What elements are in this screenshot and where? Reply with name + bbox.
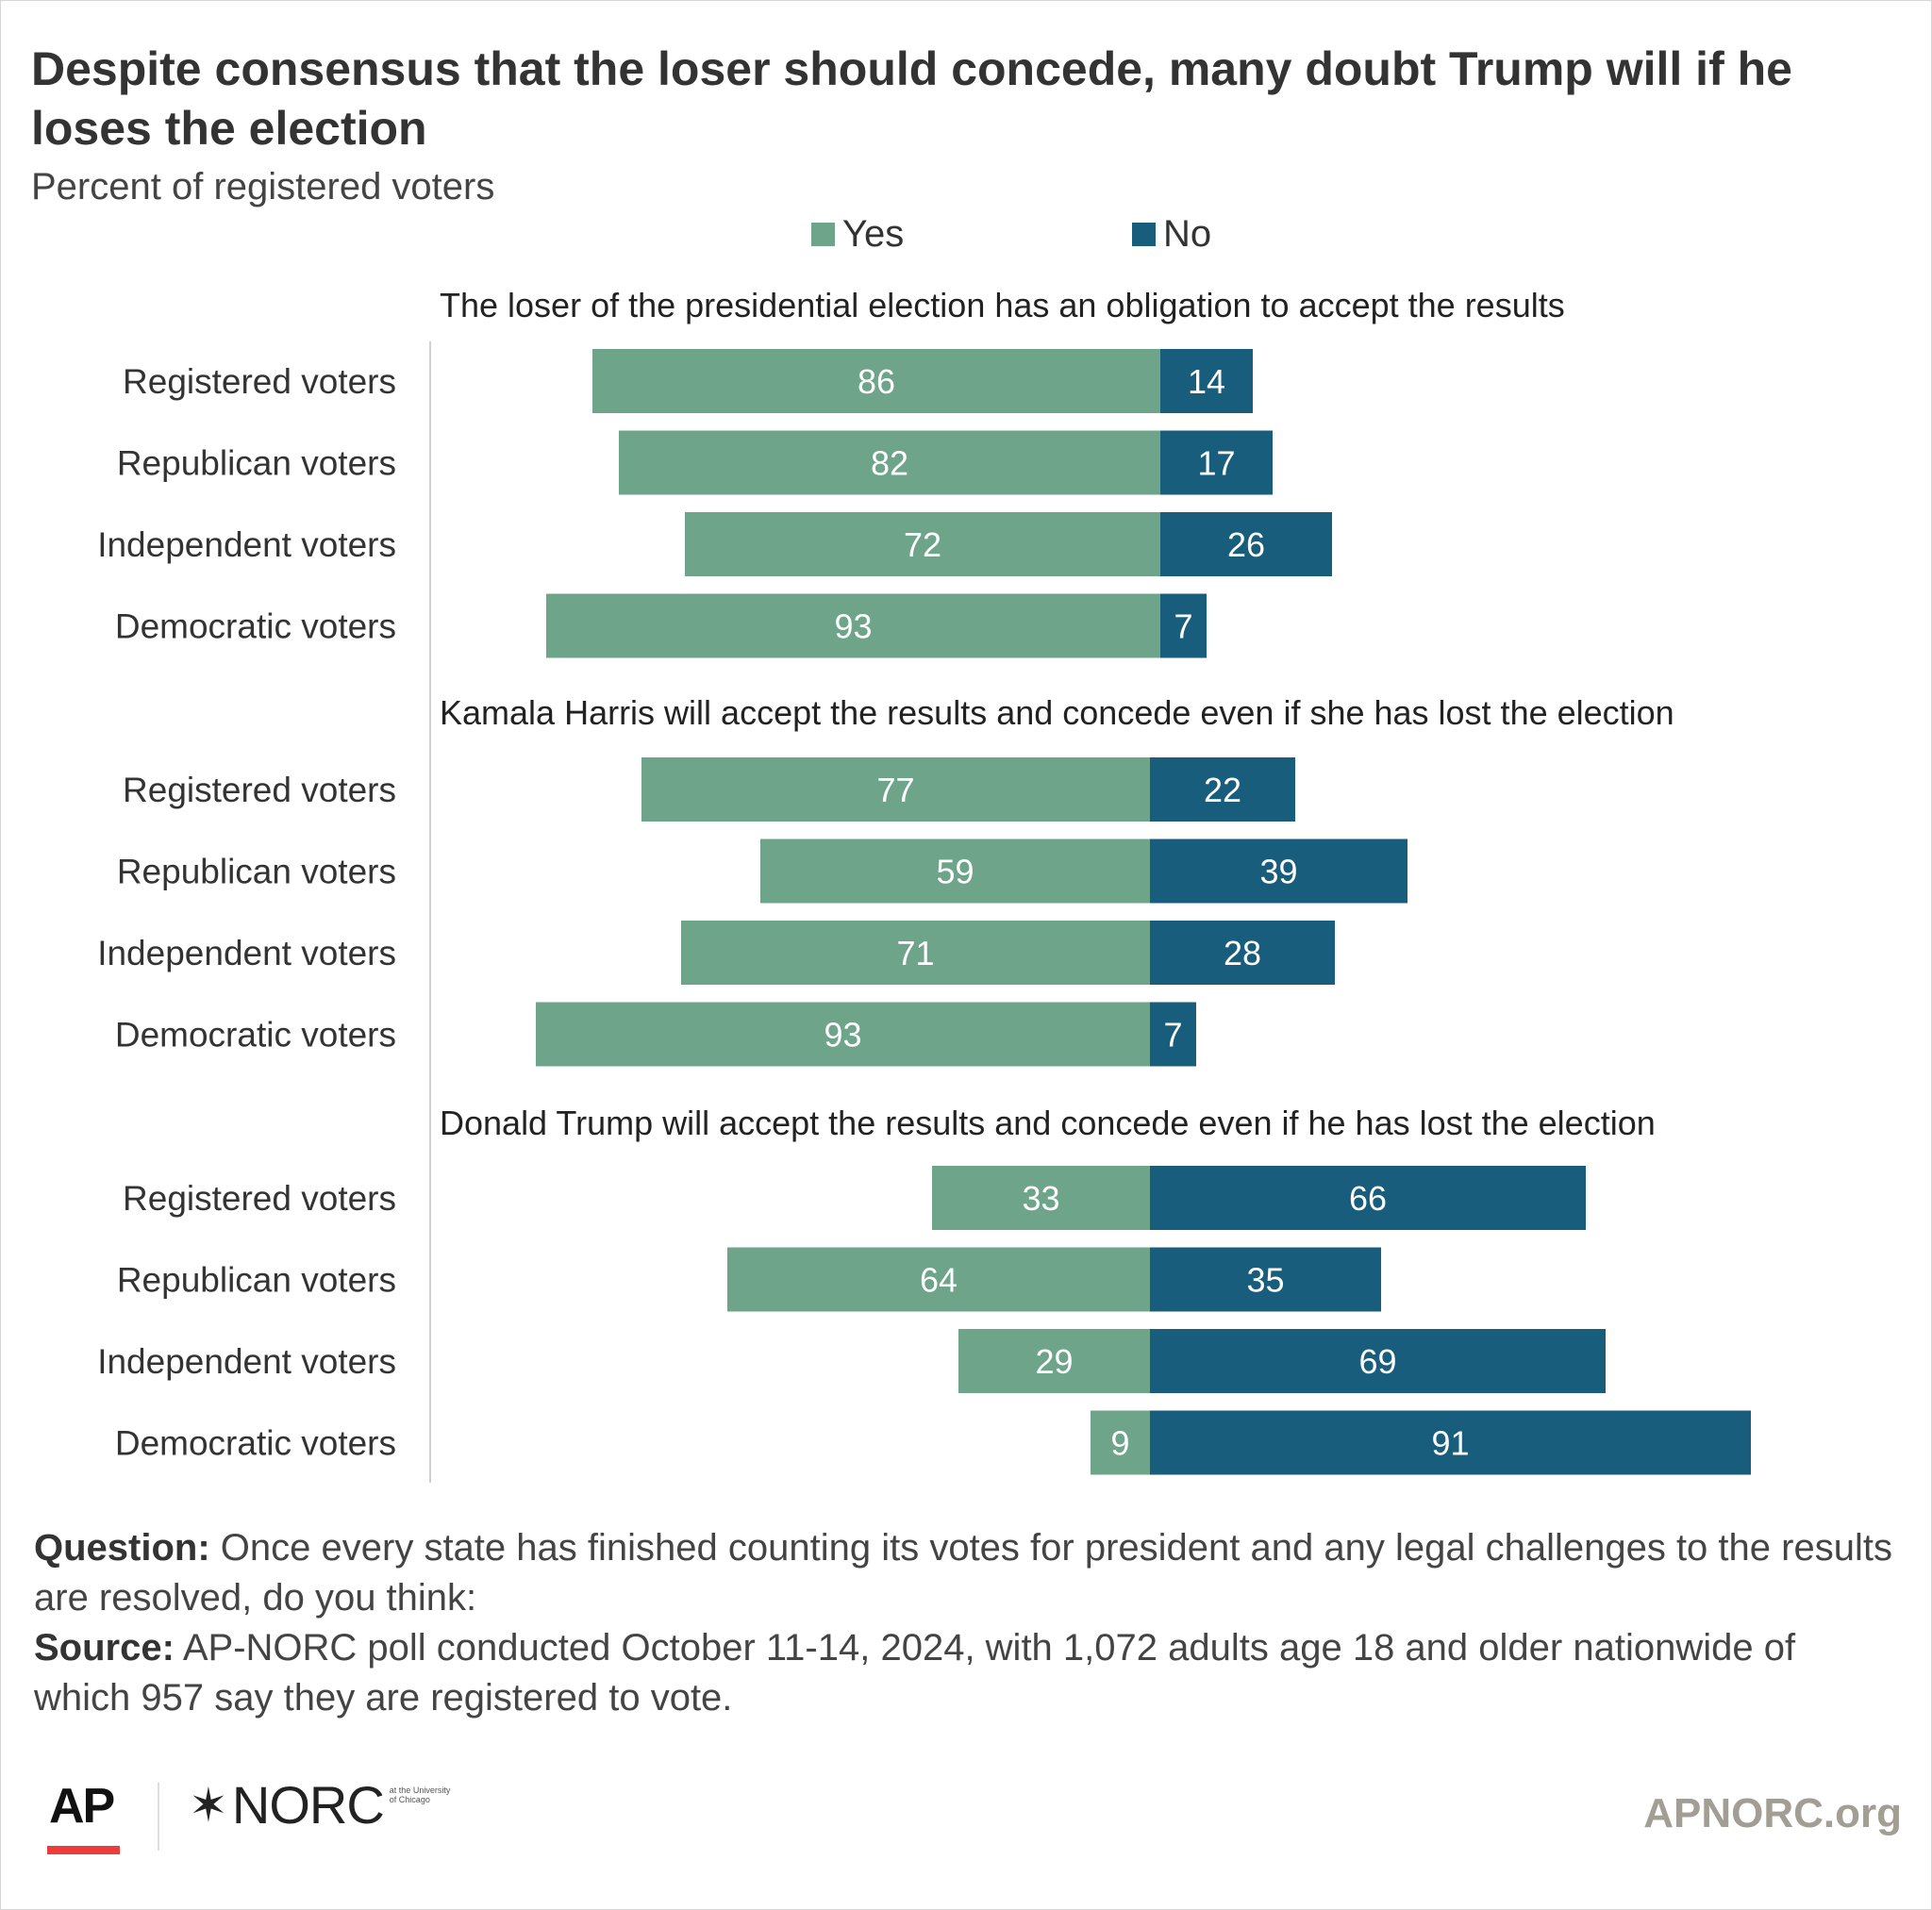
- data-label-yes: 59: [936, 853, 974, 891]
- data-label-yes: 93: [834, 607, 872, 646]
- data-label-yes: 72: [904, 525, 941, 564]
- data-label-yes: 77: [876, 771, 914, 809]
- data-label-no: 35: [1246, 1261, 1284, 1300]
- data-label-no: 28: [1224, 934, 1261, 972]
- bar-no: [1160, 430, 1273, 495]
- category-label: Independent voters: [97, 934, 396, 972]
- data-label-yes: 86: [858, 362, 895, 401]
- legend-label-no: No: [1163, 213, 1212, 255]
- data-label-no: 17: [1197, 444, 1235, 483]
- bar-no: [1150, 1410, 1751, 1475]
- bar-yes: [1091, 1410, 1150, 1475]
- bar-yes: [546, 593, 1160, 658]
- norc-logo: ✶ NORC at the University of Chicago: [189, 1776, 456, 1835]
- bar-no: [1150, 921, 1335, 985]
- data-label-no: 22: [1204, 771, 1241, 809]
- bar-yes: [958, 1329, 1150, 1393]
- category-label: Independent voters: [97, 1342, 396, 1381]
- data-label-no: 14: [1188, 362, 1225, 401]
- bar-no: [1150, 1247, 1381, 1312]
- data-label-yes: 9: [1110, 1424, 1129, 1463]
- source-note: Source: AP-NORC poll conducted October 1…: [34, 1623, 1902, 1723]
- bar-yes: [619, 430, 1160, 495]
- bar-no: [1150, 757, 1295, 822]
- bar-no: [1150, 1166, 1586, 1230]
- question-label: Question:: [34, 1527, 210, 1569]
- bar-yes: [760, 839, 1150, 904]
- question-text: Once every state has finished counting i…: [34, 1527, 1892, 1619]
- data-label-yes: 29: [1035, 1342, 1073, 1381]
- data-label-no: 69: [1358, 1342, 1396, 1381]
- bar-no: [1150, 1002, 1196, 1067]
- bar-no: [1150, 1329, 1606, 1393]
- ap-logo: AP: [49, 1779, 115, 1834]
- chart-subtitle: Percent of registered voters: [31, 166, 495, 208]
- bar-yes: [685, 512, 1160, 576]
- bar-yes: [592, 349, 1160, 413]
- data-label-no: 7: [1163, 1016, 1182, 1055]
- data-label-yes: 93: [824, 1016, 861, 1055]
- diverging-bar-chart: The loser of the presidential election h…: [97, 286, 1751, 1483]
- legend-swatch-yes: [811, 223, 835, 246]
- legend-item-no: No: [1132, 213, 1211, 256]
- ap-logo-underline: [47, 1846, 120, 1854]
- logo-divider: [158, 1783, 159, 1851]
- data-label-no: 7: [1174, 607, 1192, 646]
- category-label: Registered voters: [123, 771, 396, 809]
- category-label: Registered voters: [123, 1179, 396, 1218]
- source-text: AP-NORC poll conducted October 11-14, 20…: [34, 1627, 1796, 1719]
- legend-item-yes: Yes: [811, 213, 904, 256]
- norc-star-icon: ✶: [189, 1779, 228, 1832]
- bar-yes: [727, 1247, 1150, 1312]
- data-label-no: 26: [1227, 525, 1265, 564]
- data-label-yes: 64: [920, 1261, 958, 1300]
- data-label-no: 66: [1349, 1179, 1387, 1218]
- norc-logo-text: NORC: [231, 1775, 385, 1835]
- panel-title: Donald Trump will accept the results and…: [440, 1104, 1656, 1142]
- category-label: Republican voters: [117, 1261, 396, 1300]
- category-label: Republican voters: [117, 444, 396, 483]
- legend-label-yes: Yes: [842, 213, 905, 255]
- norc-logo-small-text: at the University of Chicago: [389, 1785, 451, 1804]
- category-label: Registered voters: [123, 362, 396, 401]
- category-label: Independent voters: [97, 525, 396, 564]
- data-label-no: 91: [1431, 1424, 1469, 1463]
- category-label: Democratic voters: [115, 607, 396, 646]
- bar-no: [1160, 593, 1207, 658]
- panel-title: Kamala Harris will accept the results an…: [440, 693, 1674, 732]
- site-url: APNORC.org: [1643, 1790, 1902, 1836]
- chart-footer: Question: Once every state has finished …: [34, 1523, 1902, 1723]
- panel-title: The loser of the presidential election h…: [440, 286, 1565, 324]
- bar-yes: [932, 1166, 1150, 1230]
- data-label-no: 39: [1259, 853, 1297, 891]
- source-label: Source:: [34, 1627, 175, 1669]
- legend-swatch-no: [1132, 223, 1156, 246]
- bar-no: [1160, 349, 1253, 413]
- bar-yes: [536, 1002, 1150, 1067]
- data-label-yes: 82: [871, 444, 908, 483]
- data-label-yes: 33: [1022, 1179, 1059, 1218]
- category-label: Democratic voters: [115, 1424, 396, 1463]
- question-note: Question: Once every state has finished …: [34, 1523, 1902, 1623]
- data-label-yes: 71: [896, 934, 934, 972]
- bar-no: [1150, 839, 1407, 904]
- chart-title: Despite consensus that the loser should …: [31, 42, 1792, 155]
- category-label: Republican voters: [117, 853, 396, 891]
- bar-yes: [681, 921, 1150, 985]
- category-label: Democratic voters: [115, 1016, 396, 1055]
- bar-no: [1160, 512, 1332, 576]
- bar-yes: [641, 757, 1150, 822]
